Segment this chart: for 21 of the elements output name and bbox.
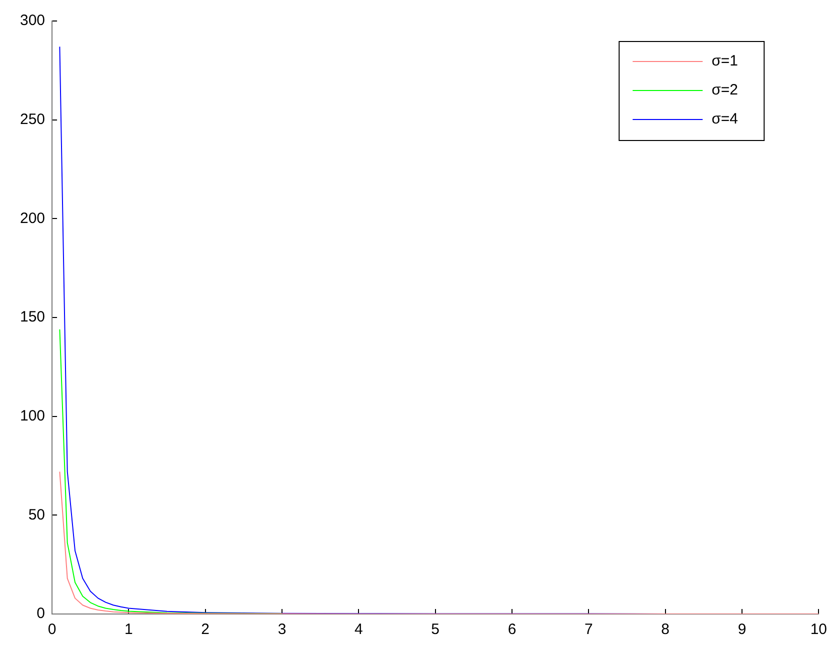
x-tick-label: 6 <box>508 621 516 638</box>
x-tick-label: 4 <box>354 621 363 638</box>
x-tick-label: 7 <box>584 621 593 638</box>
legend-label: σ=1 <box>712 52 738 70</box>
legend-label: σ=2 <box>712 82 738 99</box>
x-tick-label: 0 <box>48 621 56 638</box>
x-tick-label: 8 <box>661 621 670 638</box>
y-tick-label: 150 <box>20 308 46 326</box>
y-tick-label: 200 <box>20 210 46 227</box>
y-tick-label: 0 <box>36 605 46 622</box>
y-tick-label: 300 <box>20 12 46 30</box>
x-tick-label: 1 <box>124 621 133 638</box>
x-tick-label: 2 <box>201 621 210 638</box>
y-tick-label: 100 <box>20 407 46 424</box>
x-tick-label: 5 <box>431 621 440 638</box>
x-tick-label: 3 <box>278 621 286 638</box>
x-tick-label: 9 <box>738 621 746 638</box>
y-tick-label: 250 <box>20 110 46 128</box>
y-tick-label: 50 <box>28 506 46 524</box>
legend-label: σ=4 <box>712 110 738 128</box>
x-tick-label: 10 <box>810 621 827 638</box>
